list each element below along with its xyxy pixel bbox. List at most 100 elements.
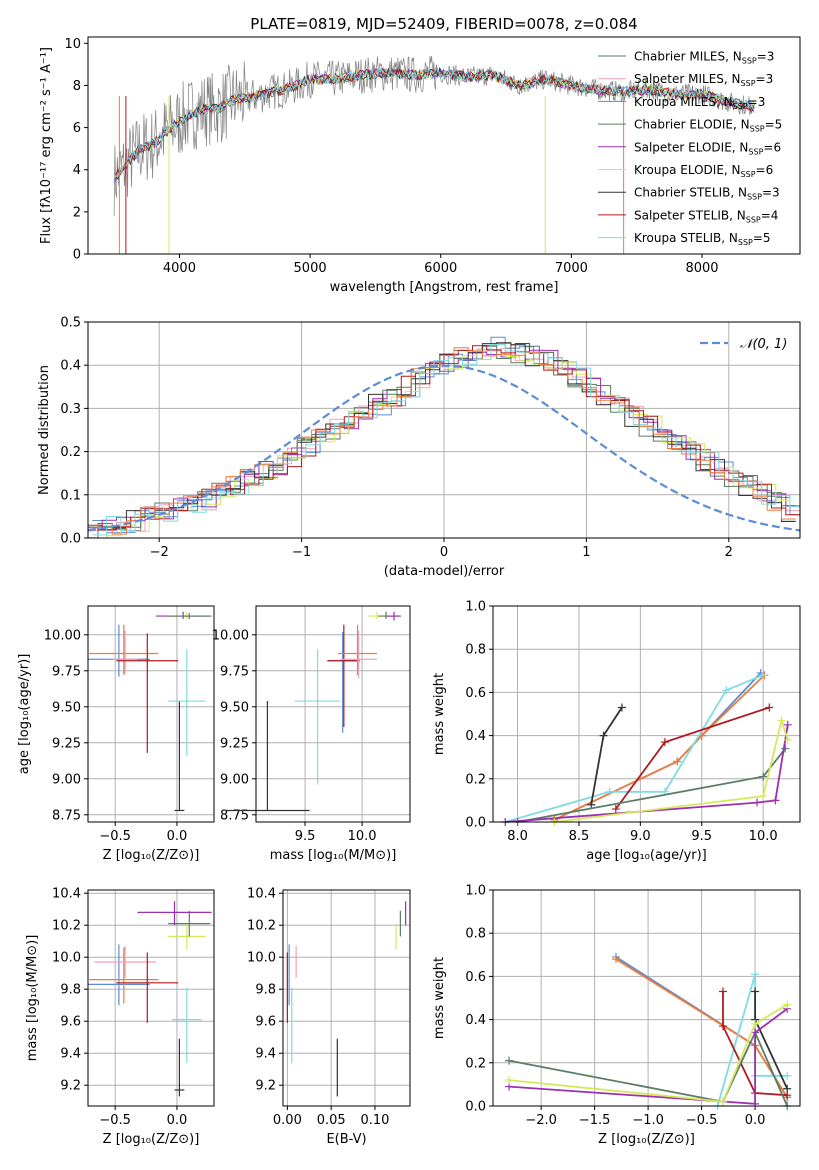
y-tick-label: 0.6: [465, 686, 486, 701]
x-tick-label: 0: [440, 545, 448, 560]
y-tick-label: 10.4: [247, 887, 276, 902]
axes-frame: [282, 889, 411, 1107]
y-tick-label: 0.8: [465, 927, 486, 942]
series-5: [513, 744, 790, 826]
y-tick-label: 9.2: [255, 1079, 276, 1094]
errorbar-point-2: [94, 946, 156, 978]
series-marker: [783, 1000, 792, 1009]
errorbar-point-6: [168, 923, 206, 950]
errorbar-point-1: [89, 624, 159, 676]
series-line: [508, 1003, 788, 1103]
y-tick-label: 9.25: [220, 736, 249, 751]
y-axis-label: mass [log₁₀(M/M⊙)]: [25, 935, 40, 1062]
series-marker: [783, 1071, 792, 1080]
y-tick-label: 9.25: [52, 736, 81, 751]
errorbar-point-6: [367, 611, 387, 619]
series-line: [554, 717, 789, 823]
errorbar-point-1: [89, 947, 159, 1004]
histogram-plot: [88, 336, 800, 538]
spectrum-plot: [113, 55, 755, 254]
y-tick-label: 10.2: [247, 919, 276, 934]
y-tick-label: 0.1: [60, 488, 81, 503]
y-tick-label: 10.4: [52, 887, 81, 902]
errorbar-point-4: [174, 1038, 185, 1097]
y-tick-label: 9.2: [60, 1079, 81, 1094]
series-marker: [759, 671, 768, 680]
y-axis-label: mass weight: [432, 957, 447, 1039]
x-tick-label: 0.05: [317, 1113, 346, 1128]
axes-frame: [492, 889, 801, 1107]
x-tick-label: 5000: [294, 261, 327, 276]
series-marker: [505, 1076, 514, 1085]
x-tick-label: −1.0: [632, 1113, 664, 1128]
x-tick-label: −0.5: [686, 1113, 718, 1128]
errorbar-point-0: [88, 944, 150, 1006]
series-marker: [718, 1097, 727, 1106]
legend-label: Chabrier ELODIE, NSSP=5: [634, 118, 782, 134]
series-marker: [611, 805, 620, 814]
x-tick-label: −1.5: [579, 1113, 611, 1128]
errorbar-point-7: [378, 611, 395, 619]
y-tick-label: 0.5: [60, 316, 81, 331]
y-axis-label: Normed distribution: [37, 365, 52, 495]
y-tick-label: 0: [73, 248, 81, 263]
gaussian-curve: [88, 364, 800, 532]
errorbar-point-0: [225, 701, 310, 812]
x-tick-label: 9.5: [691, 829, 712, 844]
legend-label: Chabrier MILES, NSSP=3: [634, 50, 774, 66]
y-tick-label: 10.00: [44, 628, 81, 643]
y-tick-label: 9.6: [60, 1015, 81, 1030]
errorbar-point-4: [338, 624, 377, 676]
x-tick-label: 0.0: [167, 1113, 188, 1128]
y-tick-label: 0.6: [465, 970, 486, 985]
errorbar-point-8: [167, 613, 212, 619]
x-tick-label: 10.0: [749, 829, 778, 844]
y-tick-label: 0.2: [465, 1056, 486, 1071]
x-tick-label: 1: [582, 545, 590, 560]
legend-label: Kroupa STELIB, NSSP=5: [634, 231, 771, 247]
y-tick-label: 9.8: [255, 983, 276, 998]
y-tick-label: 0.0: [465, 816, 486, 831]
series-marker: [781, 744, 790, 753]
y-tick-label: 8.75: [220, 808, 249, 823]
series-1: [550, 671, 769, 824]
series-marker: [759, 792, 768, 801]
errorbar-point-7: [155, 611, 211, 619]
y-tick-label: 0.8: [465, 643, 486, 658]
errorbar-point-8: [137, 901, 212, 926]
x-tick-label: 0.10: [360, 1113, 389, 1128]
x-axis-label: mass [log₁₀(M/M⊙)]: [270, 848, 397, 863]
x-tick-label: 8.5: [569, 829, 590, 844]
x-tick-label: −1: [292, 545, 311, 560]
x-tick-label: 7000: [555, 261, 588, 276]
x-tick-label: 2: [725, 545, 733, 560]
legend-label: Chabrier STELIB, NSSP=3: [634, 186, 780, 202]
errorbar-point-2: [326, 631, 359, 733]
series-marker: [605, 787, 614, 796]
y-tick-label: 0.2: [465, 772, 486, 787]
series-marker: [783, 720, 792, 729]
series-marker: [587, 800, 596, 809]
y-tick-label: 1.0: [465, 600, 486, 615]
axes-frame: [87, 321, 801, 539]
y-tick-label: 0.0: [465, 1100, 486, 1115]
x-tick-label: −2.0: [525, 1113, 557, 1128]
x-axis-label: Z [log₁₀(Z/Z⊙)]: [598, 1132, 695, 1147]
y-tick-label: 10.0: [247, 951, 276, 966]
axes-frame: [87, 605, 215, 823]
series-4: [587, 703, 626, 809]
series-marker: [722, 686, 731, 695]
errorbar-point-6: [168, 611, 206, 619]
x-tick-label: −2: [150, 545, 169, 560]
axes-frame: [87, 889, 215, 1107]
legend-label: Kroupa ELODIE, NSSP=6: [634, 163, 773, 179]
errorbar-point-5: [168, 649, 206, 756]
series-line: [554, 674, 766, 821]
x-tick-label: −0.5: [99, 1113, 131, 1128]
series-7: [505, 1000, 792, 1106]
x-tick-label: 10.0: [348, 829, 377, 844]
y-tick-label: 9.50: [220, 700, 249, 715]
histogram-step-0: [88, 342, 796, 538]
y-tick-label: 9.50: [52, 700, 81, 715]
